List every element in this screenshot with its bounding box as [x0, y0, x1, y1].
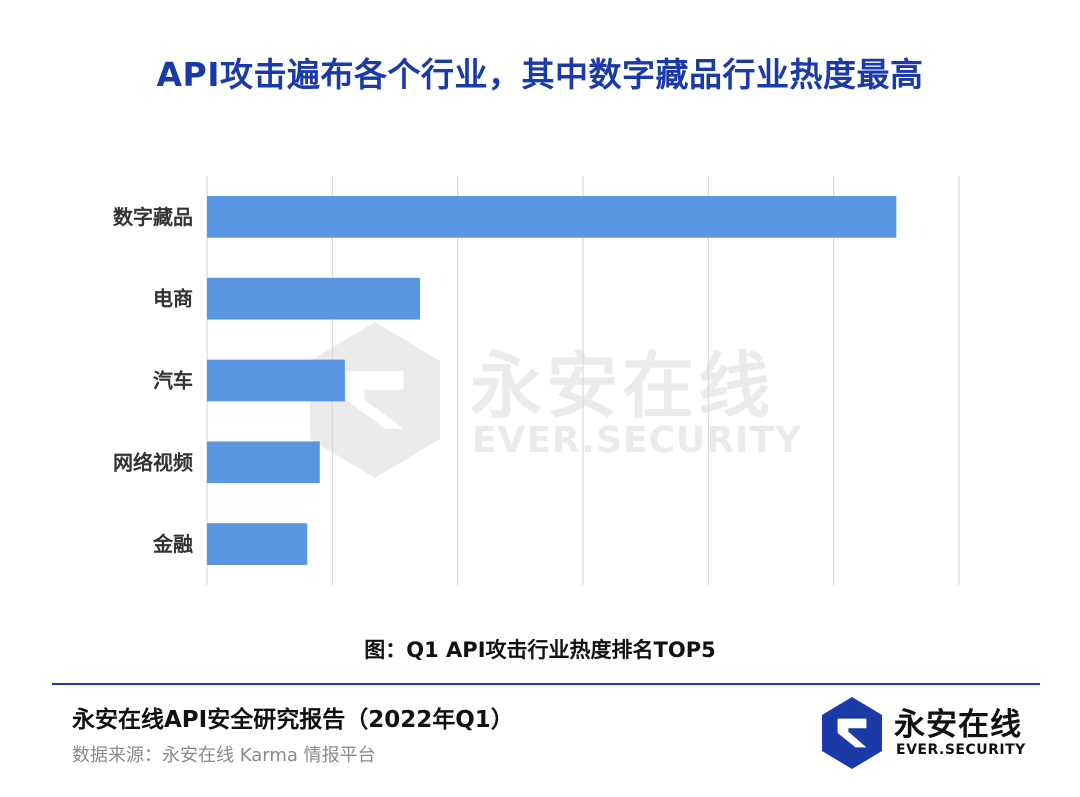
- category-label: 电商: [153, 287, 193, 311]
- data-source: 数据来源：永安在线 Karma 情报平台: [72, 745, 376, 766]
- page-title: API攻击遍布各个行业，其中数字藏品行业热度最高: [156, 55, 924, 94]
- bar: [207, 277, 421, 320]
- footer-divider: [52, 683, 1040, 685]
- category-label: 金融: [152, 532, 193, 556]
- bar: [207, 441, 320, 484]
- category-label: 网络视频: [113, 450, 193, 474]
- chart-bars: [207, 196, 897, 565]
- category-label: 汽车: [153, 369, 193, 393]
- bar: [207, 523, 308, 565]
- bar: [207, 359, 345, 402]
- brand-name-en: EVER.SECURITY: [896, 742, 1026, 758]
- category-label: 数字藏品: [113, 205, 193, 229]
- brand-logo-icon: [822, 697, 882, 769]
- brand-name-cn: 永安在线: [894, 707, 1022, 743]
- brand-logo: 永安在线 EVER.SECURITY: [822, 697, 1037, 769]
- bar: [207, 196, 897, 238]
- report-title: 永安在线API安全研究报告（2022年Q1）: [72, 707, 514, 733]
- chart-caption: 图：Q1 API攻击行业热度排名TOP5: [364, 638, 716, 662]
